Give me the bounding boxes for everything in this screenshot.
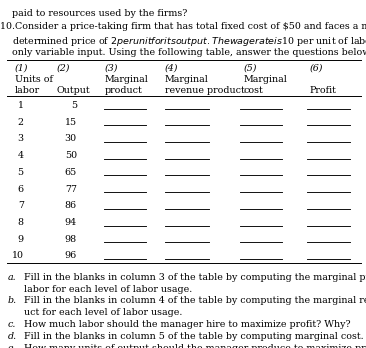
Text: 98: 98 — [65, 235, 77, 244]
Text: (1): (1) — [15, 64, 28, 73]
Text: d.: d. — [7, 332, 16, 341]
Text: 5: 5 — [18, 168, 24, 177]
Text: a.: a. — [7, 273, 16, 282]
Text: Profit: Profit — [309, 86, 336, 95]
Text: labor: labor — [15, 86, 40, 95]
Text: Marginal: Marginal — [243, 75, 287, 84]
Text: 4: 4 — [18, 151, 24, 160]
Text: (4): (4) — [165, 64, 178, 73]
Text: 15: 15 — [65, 118, 77, 127]
Text: uct for each level of labor usage.: uct for each level of labor usage. — [24, 308, 182, 317]
Text: paid to resources used by the firms?: paid to resources used by the firms? — [0, 9, 187, 18]
Text: 5: 5 — [71, 101, 77, 110]
Text: 8: 8 — [18, 218, 24, 227]
Text: 2: 2 — [18, 118, 24, 127]
Text: 65: 65 — [65, 168, 77, 177]
Text: (2): (2) — [57, 64, 70, 73]
Text: 77: 77 — [65, 184, 77, 193]
Text: revenue product: revenue product — [165, 86, 244, 95]
Text: 1: 1 — [18, 101, 24, 110]
Text: Fill in the blanks in column 4 of the table by computing the marginal revenue pr: Fill in the blanks in column 4 of the ta… — [24, 296, 366, 306]
Text: Marginal: Marginal — [165, 75, 209, 84]
Text: 10.Consider a price-taking firm that has total fixed cost of $50 and faces a mar: 10.Consider a price-taking firm that has… — [0, 22, 366, 31]
Text: 6: 6 — [18, 184, 24, 193]
Text: Fill in the blanks in column 5 of the table by computing marginal cost.: Fill in the blanks in column 5 of the ta… — [24, 332, 363, 341]
Text: Fill in the blanks in column 3 of the table by computing the marginal product of: Fill in the blanks in column 3 of the ta… — [24, 273, 366, 282]
Text: 50: 50 — [65, 151, 77, 160]
Text: 30: 30 — [65, 134, 77, 143]
Text: 96: 96 — [65, 251, 77, 260]
Text: labor for each level of labor usage.: labor for each level of labor usage. — [24, 285, 192, 294]
Text: (5): (5) — [243, 64, 257, 73]
Text: cost: cost — [243, 86, 263, 95]
Text: Units of: Units of — [15, 75, 53, 84]
Text: product: product — [104, 86, 142, 95]
Text: 94: 94 — [65, 218, 77, 227]
Text: 9: 9 — [18, 235, 24, 244]
Text: How many units of output should the manager produce to maximize profit? Why?: How many units of output should the mana… — [24, 344, 366, 348]
Text: c.: c. — [7, 320, 16, 329]
Text: 7: 7 — [18, 201, 24, 210]
Text: 10: 10 — [12, 251, 24, 260]
Text: (3): (3) — [104, 64, 118, 73]
Text: (6): (6) — [309, 64, 323, 73]
Text: determined price of $2 per unit for its output. The wage rate is $10 per unit of: determined price of $2 per unit for its … — [0, 35, 366, 48]
Text: Marginal: Marginal — [104, 75, 148, 84]
Text: 3: 3 — [18, 134, 24, 143]
Text: Output: Output — [57, 86, 90, 95]
Text: e.: e. — [7, 344, 16, 348]
Text: 86: 86 — [65, 201, 77, 210]
Text: b.: b. — [7, 296, 16, 306]
Text: only variable input. Using the following table, answer the questions below.: only variable input. Using the following… — [0, 48, 366, 57]
Text: How much labor should the manager hire to maximize profit? Why?: How much labor should the manager hire t… — [24, 320, 350, 329]
